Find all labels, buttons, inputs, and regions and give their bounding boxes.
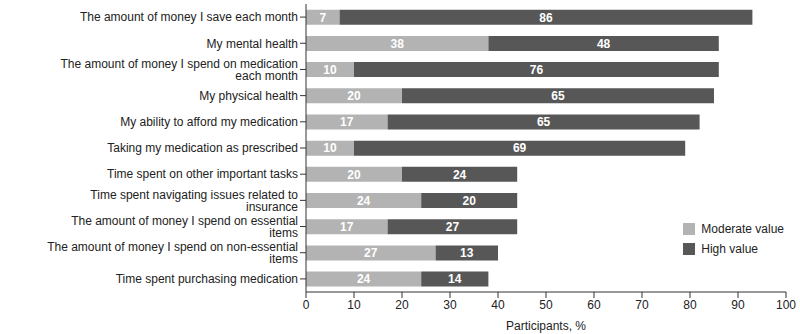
svg-text:38: 38 (391, 37, 405, 51)
svg-text:My ability to afford my medica: My ability to afford my medication (120, 115, 298, 129)
svg-text:10: 10 (323, 63, 337, 77)
svg-text:Time spent navigating issues r: Time spent navigating issues related toi… (90, 188, 298, 214)
svg-text:24: 24 (357, 194, 371, 208)
svg-text:Taking my medication as prescr: Taking my medication as prescribed (107, 141, 298, 155)
svg-text:20: 20 (463, 194, 477, 208)
svg-text:76: 76 (530, 63, 544, 77)
svg-text:69: 69 (513, 141, 527, 155)
svg-text:Time spent on other important: Time spent on other important tasks (107, 167, 298, 181)
svg-text:30: 30 (443, 298, 457, 312)
svg-text:24: 24 (453, 168, 467, 182)
svg-text:17: 17 (340, 220, 354, 234)
svg-text:80: 80 (683, 298, 697, 312)
svg-text:40: 40 (491, 298, 505, 312)
svg-text:100: 100 (776, 298, 792, 312)
svg-text:Time spent purchasing medicati: Time spent purchasing medication (116, 272, 298, 286)
svg-text:14: 14 (448, 272, 462, 286)
svg-text:70: 70 (635, 298, 649, 312)
svg-text:50: 50 (539, 298, 553, 312)
svg-text:65: 65 (537, 115, 551, 129)
svg-text:10: 10 (323, 141, 337, 155)
svg-text:27: 27 (446, 220, 460, 234)
svg-text:10: 10 (347, 298, 361, 312)
svg-text:My mental health: My mental health (207, 37, 298, 51)
svg-text:The amount of money I spend on: The amount of money I spend on non-essen… (47, 240, 298, 266)
svg-text:13: 13 (460, 246, 474, 260)
svg-text:86: 86 (539, 11, 553, 25)
svg-text:The amount of money I spend on: The amount of money I spend on essential… (71, 214, 298, 240)
svg-text:27: 27 (364, 246, 378, 260)
svg-text:20: 20 (347, 89, 361, 103)
svg-text:20: 20 (395, 298, 409, 312)
svg-text:My physical health: My physical health (199, 89, 298, 103)
svg-text:90: 90 (731, 298, 745, 312)
svg-text:0: 0 (303, 298, 310, 312)
svg-text:17: 17 (340, 115, 354, 129)
svg-text:The amount of money I save eac: The amount of money I save each month (80, 10, 298, 24)
svg-text:65: 65 (551, 89, 565, 103)
svg-text:24: 24 (357, 272, 371, 286)
svg-text:20: 20 (347, 168, 361, 182)
svg-text:48: 48 (597, 37, 611, 51)
html-text:High value: High value (701, 242, 758, 256)
svg-text:The amount of money I spend on: The amount of money I spend on medicatio… (61, 57, 298, 83)
svg-text:60: 60 (587, 298, 601, 312)
html-text:Moderate value: Moderate value (701, 222, 784, 236)
svg-text:Participants, %: Participants, % (506, 319, 586, 333)
svg-text:7: 7 (319, 11, 326, 25)
